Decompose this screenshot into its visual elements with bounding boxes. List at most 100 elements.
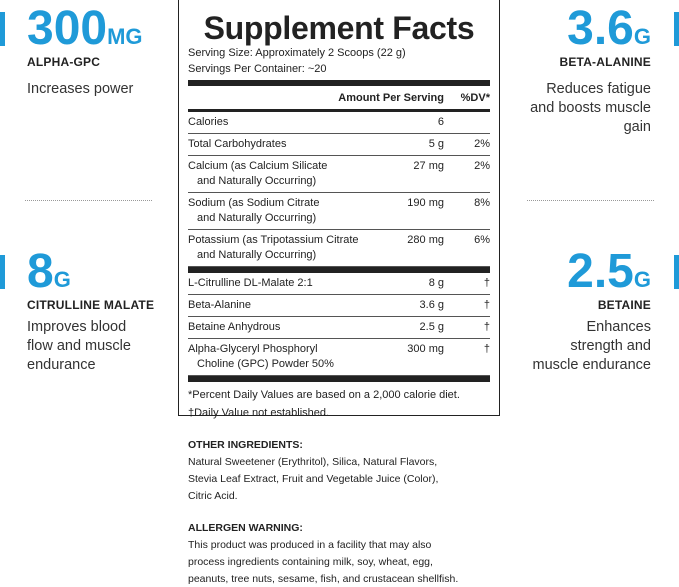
facts-row: Potassium (as Tripotassium Citrate and Na… xyxy=(188,230,490,267)
facts-header: Amount Per Serving %DV* xyxy=(188,87,490,109)
name-line: Total Carbohydrates xyxy=(188,138,287,150)
facts-row: Alpha-Glyceryl Phosphoryl Choline (GPC) P… xyxy=(188,339,490,376)
rule xyxy=(188,267,490,273)
block-line: process ingredients containing milk, soy… xyxy=(188,556,433,568)
name-line: and Naturally Occurring) xyxy=(197,175,317,187)
name-line: L-Citrulline DL-Malate 2:1 xyxy=(188,277,313,289)
name-line: Beta-Alanine xyxy=(188,299,251,311)
nutrient-name: Beta-Alanine xyxy=(188,298,374,313)
callout-name: BETA-ALANINE xyxy=(559,55,651,69)
name-line: Betaine Anhydrous xyxy=(188,321,281,333)
name-line: Calcium (as Calcium Silicate xyxy=(188,160,328,172)
description-line: muscle endurance xyxy=(532,357,652,373)
block-heading: ALLERGEN WARNING: xyxy=(188,522,303,534)
nutrient-dv: 6% xyxy=(474,234,490,246)
nutrient-name: Sodium (as Sodium Citrate and Naturally O… xyxy=(188,196,374,226)
separator xyxy=(527,200,654,201)
description-line: Improves blood xyxy=(27,319,127,335)
nutrient-dv: † xyxy=(483,299,490,311)
accent-bar xyxy=(674,12,679,46)
nutrient-name: Betaine Anhydrous xyxy=(188,320,374,335)
header-dv: %DV* xyxy=(460,92,490,104)
nutrient-dv: 2% xyxy=(474,138,490,150)
callout-name: BETAINE xyxy=(597,298,651,312)
callout-name: ALPHA-GPC xyxy=(27,55,101,69)
footnote: †Daily Value not established. xyxy=(188,407,330,419)
separator xyxy=(25,200,152,201)
name-line: Sodium (as Sodium Citrate xyxy=(188,197,320,209)
name-line: and Naturally Occurring) xyxy=(197,212,317,224)
nutrient-dv: 2% xyxy=(474,160,490,172)
nutrient-amount: 300 mg xyxy=(407,343,444,355)
accent-bar xyxy=(0,12,5,46)
footnotes: *Percent Daily Values are based on a 2,0… xyxy=(188,386,490,422)
accent-bar xyxy=(674,255,679,289)
nutrient-name: Alpha-Glyceryl Phosphoryl Choline (GPC) P… xyxy=(188,342,374,372)
facts-row: Total Carbohydrates 5 g 2% xyxy=(188,134,490,156)
nutrient-dv: 8% xyxy=(474,197,490,209)
description-line: flow and muscle xyxy=(27,338,131,354)
name-line: Choline (GPC) Powder 50% xyxy=(197,358,334,370)
nutrient-amount: 2.5 g xyxy=(419,321,444,333)
callout-amount: 8G xyxy=(27,248,71,304)
amount-value: 3.6 xyxy=(567,2,634,55)
block-line: peanuts, tree nuts, sesame, fish, and cr… xyxy=(188,573,459,585)
description-line: Reduces fatigue xyxy=(546,81,651,97)
nutrient-dv: † xyxy=(483,343,490,355)
callout-description: Reduces fatigue and boosts muscle gain xyxy=(530,80,651,137)
block-line: Stevia Leaf Extract, Fruit and Vegetable… xyxy=(188,473,439,485)
amount-unit: G xyxy=(633,267,651,292)
description-line: strength and xyxy=(570,338,651,354)
block-heading: OTHER INGREDIENTS: xyxy=(188,439,303,451)
nutrient-name: L-Citrulline DL-Malate 2:1 xyxy=(188,276,374,291)
facts-row: Sodium (as Sodium Citrate and Naturally O… xyxy=(188,193,490,230)
footnote: *Percent Daily Values are based on a 2,0… xyxy=(188,389,460,401)
nutrient-name: Potassium (as Tripotassium Citrate and Na… xyxy=(188,233,374,263)
facts-row: Beta-Alanine 3.6 g † xyxy=(188,295,490,317)
nutrient-name: Calories xyxy=(188,115,374,130)
rule xyxy=(188,109,490,112)
name-line: and Naturally Occurring) xyxy=(197,249,317,261)
nutrient-amount: 6 xyxy=(437,116,444,128)
callout-amount: 300MG xyxy=(27,5,143,61)
nutrient-name: Calcium (as Calcium Silicate and Naturall… xyxy=(188,159,374,189)
name-line: Calories xyxy=(188,116,229,128)
rule xyxy=(188,376,490,382)
facts-row: L-Citrulline DL-Malate 2:1 8 g † xyxy=(188,273,490,295)
facts-row: Calories 6 xyxy=(188,112,490,134)
callout-name: CITRULLINE MALATE xyxy=(27,298,155,312)
facts-title: Supplement Facts xyxy=(203,10,475,46)
block-line: Natural Sweetener (Erythritol), Silica, … xyxy=(188,456,438,468)
callout-description: Improves blood flow and muscle endurance xyxy=(27,318,131,375)
callout-amount: 2.5G xyxy=(567,248,651,304)
block-line: Citric Acid. xyxy=(188,490,238,502)
amount-value: 8 xyxy=(27,245,54,298)
callout-amount: 3.6G xyxy=(567,5,651,61)
nutrient-name: Total Carbohydrates xyxy=(188,137,374,152)
nutrient-dv: † xyxy=(483,277,490,289)
supplement-facts: Supplement Facts Serving Size: Approximat… xyxy=(178,0,500,419)
name-line: Alpha-Glyceryl Phosphoryl xyxy=(188,343,318,355)
serving-size: Serving Size: Approximately 2 Scoops (22… xyxy=(188,47,406,59)
description-line: Increases power xyxy=(27,81,134,97)
text-block: ALLERGEN WARNING: This product was produc… xyxy=(188,520,458,587)
amount-value: 300 xyxy=(27,2,108,55)
nutrient-amount: 27 mg xyxy=(413,160,444,172)
description-line: Enhances xyxy=(586,319,652,335)
nutrient-amount: 5 g xyxy=(428,138,444,150)
nutrient-amount: 3.6 g xyxy=(419,299,444,311)
block-line: This product was produced in a facility … xyxy=(188,539,432,551)
amount-unit: G xyxy=(53,267,71,292)
nutrient-amount: 190 mg xyxy=(407,197,444,209)
description-line: endurance xyxy=(27,357,96,373)
amount-value: 2.5 xyxy=(567,245,634,298)
name-line: Potassium (as Tripotassium Citrate xyxy=(188,234,359,246)
nutrient-amount: 8 g xyxy=(428,277,444,289)
nutrient-dv xyxy=(444,115,490,130)
description-line: and boosts muscle xyxy=(530,100,651,116)
accent-bar xyxy=(0,255,5,289)
nutrient-amount: 280 mg xyxy=(407,234,444,246)
amount-unit: G xyxy=(633,24,651,49)
callout-description: Increases power xyxy=(27,80,133,99)
